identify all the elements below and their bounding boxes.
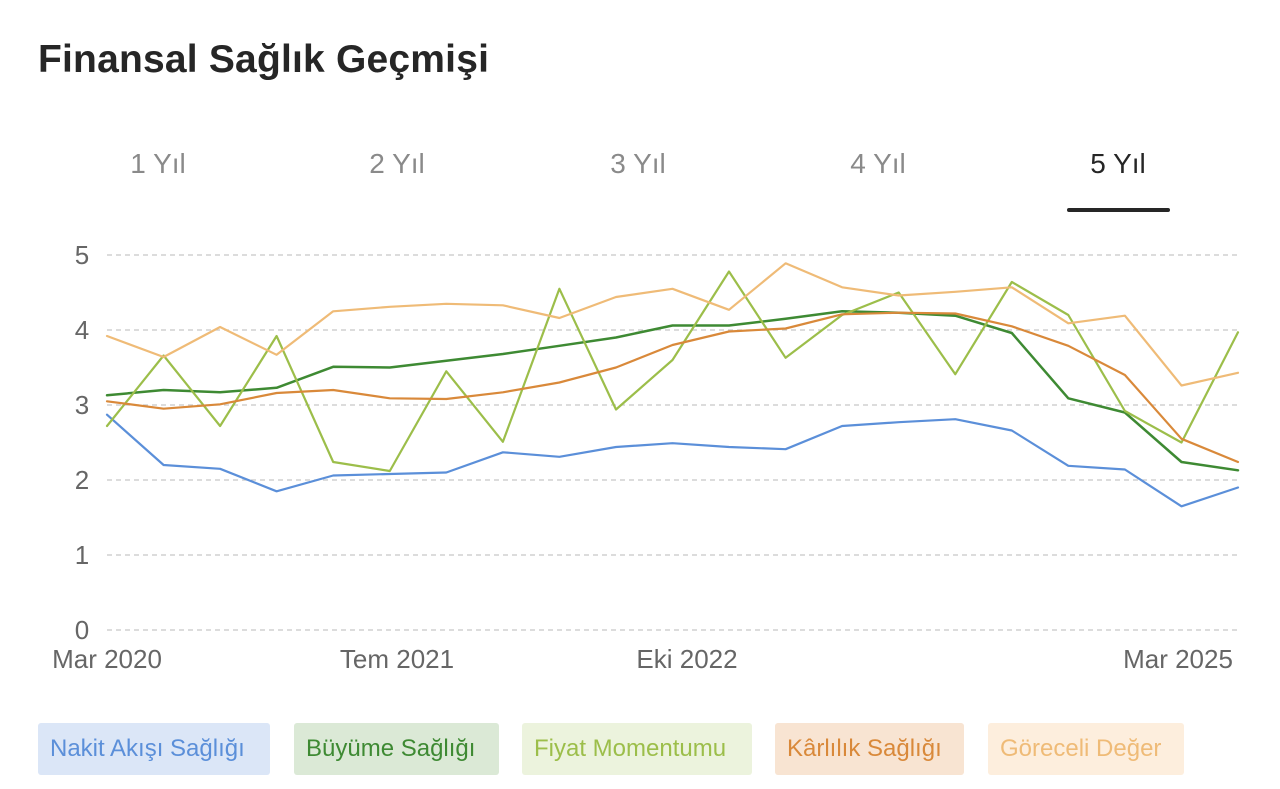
legend-item-cash-flow[interactable]: Nakit Akışı Sağlığı xyxy=(38,723,270,775)
x-tick-label: Eki 2022 xyxy=(636,644,737,674)
legend-item-relative-value[interactable]: Göreceli Değer xyxy=(988,723,1184,775)
page-title: Finansal Sağlık Geçmişi xyxy=(38,38,490,81)
y-tick-label: 1 xyxy=(75,540,89,570)
tab-5-year[interactable]: 5 Yıl xyxy=(1090,148,1146,179)
tab-1-year[interactable]: 1 Yıl xyxy=(130,148,186,179)
x-tick-label: Tem 2021 xyxy=(340,644,454,674)
legend-item-price-momentum[interactable]: Fiyat Momentumu xyxy=(522,723,752,775)
y-tick-label: 3 xyxy=(75,390,89,420)
series-line-profitability[interactable] xyxy=(105,311,1240,464)
series-line-cash-flow[interactable] xyxy=(105,413,1240,508)
tab-4-year[interactable]: 4 Yıl xyxy=(850,148,906,179)
series-line-price-momentum[interactable] xyxy=(105,270,1240,473)
x-tick-label: Mar 2020 xyxy=(52,644,162,674)
tab-2-year[interactable]: 2 Yıl xyxy=(369,148,425,179)
y-tick-label: 0 xyxy=(75,615,89,645)
series-line-relative-value[interactable] xyxy=(105,262,1240,387)
tab-3-year[interactable]: 3 Yıl xyxy=(610,148,666,179)
y-tick-label: 5 xyxy=(75,240,89,270)
line-chart: 0 1 2 3 4 5 Mar 2020 Tem 2021 Eki 2022 Mar 2025 xyxy=(52,240,1240,674)
x-tick-label: Mar 2025 xyxy=(1123,644,1233,674)
y-tick-label: 4 xyxy=(75,315,89,345)
series-line-growth[interactable] xyxy=(105,310,1240,472)
chart-legend: Nakit Akışı Sağlığı Büyüme Sağlığı Fiyat… xyxy=(0,723,1280,775)
legend-item-profitability[interactable]: Kârlılık Sağlığı xyxy=(775,723,964,775)
legend-item-growth[interactable]: Büyüme Sağlığı xyxy=(294,723,499,775)
period-tabs: 1 Yıl 2 Yıl 3 Yıl 4 Yıl 5 Yıl xyxy=(0,140,1280,220)
active-tab-indicator xyxy=(1067,208,1170,212)
y-tick-label: 2 xyxy=(75,465,89,495)
